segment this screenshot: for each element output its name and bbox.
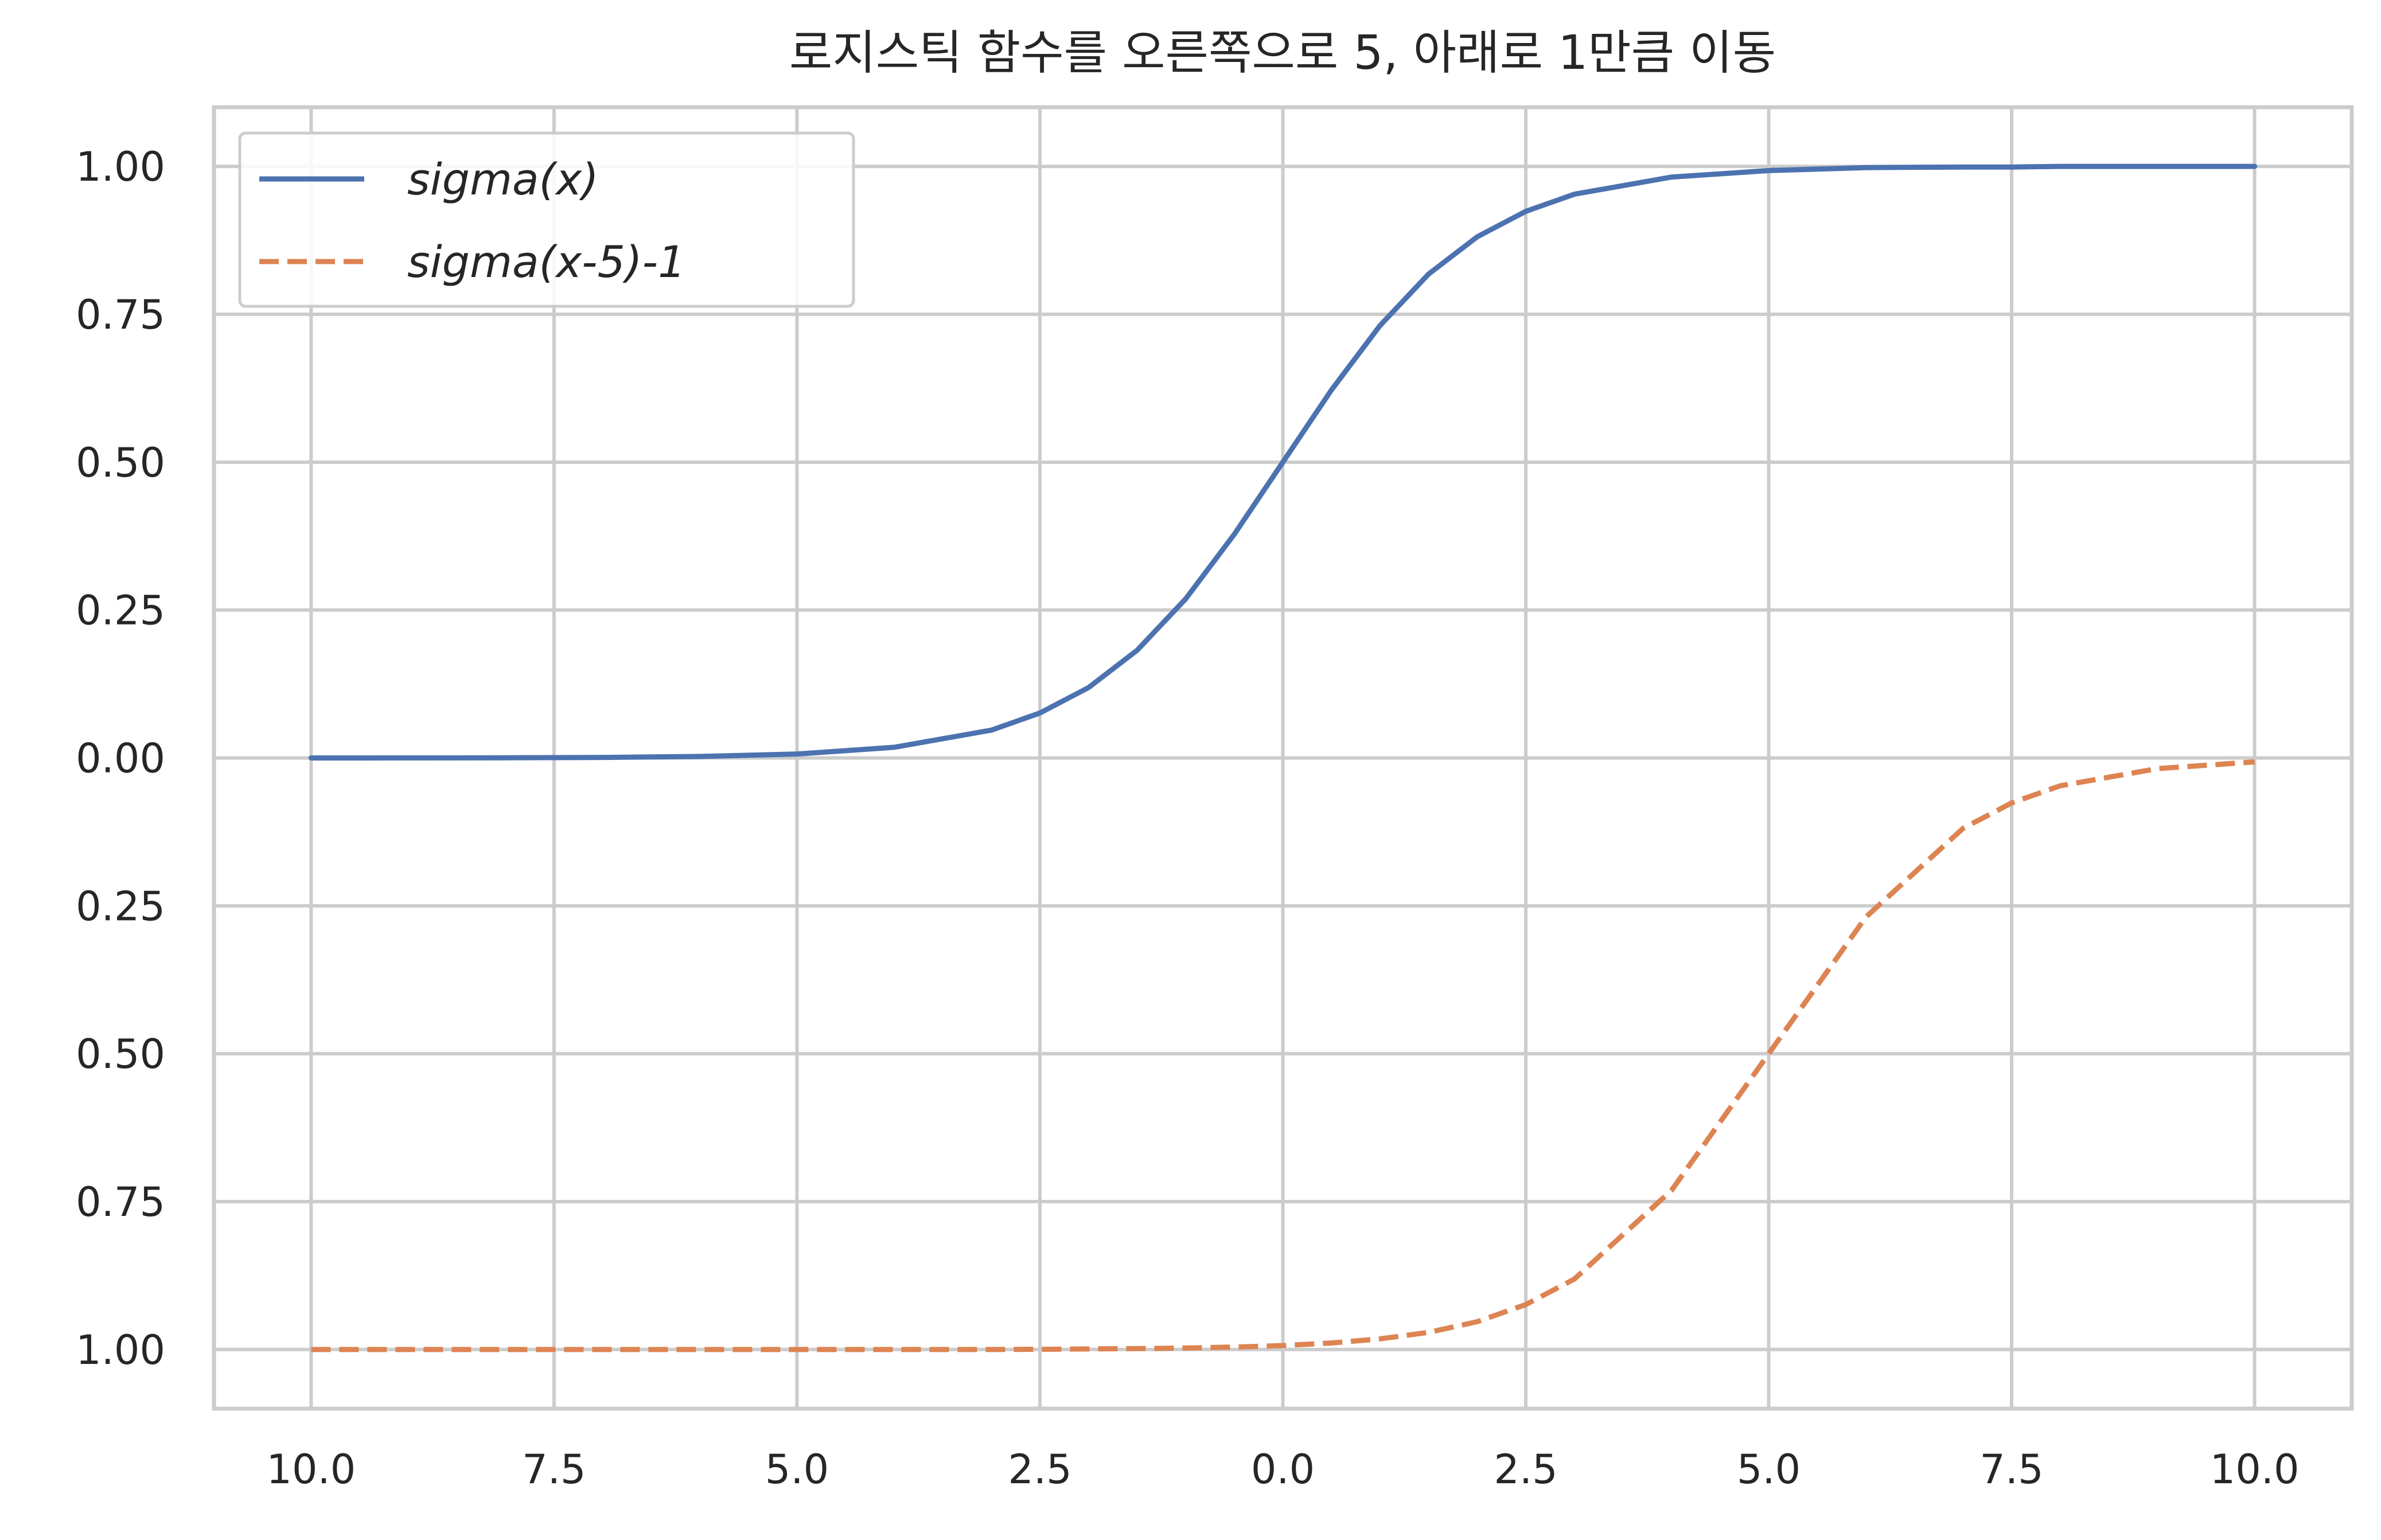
chart-title: 로지스틱 함수를 오른쪽으로 5, 아래로 1만큼 이동: [789, 26, 1776, 80]
x-tick-label: 5.0: [1737, 1446, 1801, 1493]
x-tick-label: 5.0: [765, 1446, 829, 1493]
x-tick-label: 0.0: [1251, 1446, 1315, 1493]
y-tick-label: 1.00: [76, 143, 165, 190]
y-tick-label: 0.50: [76, 439, 165, 486]
x-tick-label: 10.0: [2210, 1446, 2300, 1493]
y-axis-ticks: 1.00 0.75 0.50 0.25 0.00 0.25 0.50 0.75 1.00: [76, 143, 165, 1374]
legend-label-shifted-sigma: sigma(x-5)-1: [407, 236, 685, 287]
x-tick-label: 7.5: [522, 1446, 586, 1493]
legend-label-sigma: sigma(x): [407, 154, 599, 205]
x-tick-label: 2.5: [1008, 1446, 1071, 1493]
y-tick-label: 1.00: [76, 1327, 165, 1374]
x-axis-ticks: 10.0 7.5 5.0 2.5 0.0 2.5 5.0 7.5 10.0: [266, 1446, 2299, 1493]
legend: sigma(x) sigma(x-5)-1: [240, 133, 854, 306]
x-tick-label: 10.0: [266, 1446, 356, 1493]
x-tick-label: 7.5: [1979, 1446, 2043, 1493]
y-tick-label: 0.00: [76, 735, 165, 782]
y-tick-label: 0.75: [76, 1179, 165, 1226]
y-tick-label: 0.25: [76, 587, 165, 634]
y-tick-label: 0.75: [76, 291, 165, 338]
x-tick-label: 2.5: [1494, 1446, 1557, 1493]
y-tick-label: 0.50: [76, 1031, 165, 1078]
y-tick-label: 0.25: [76, 883, 165, 930]
